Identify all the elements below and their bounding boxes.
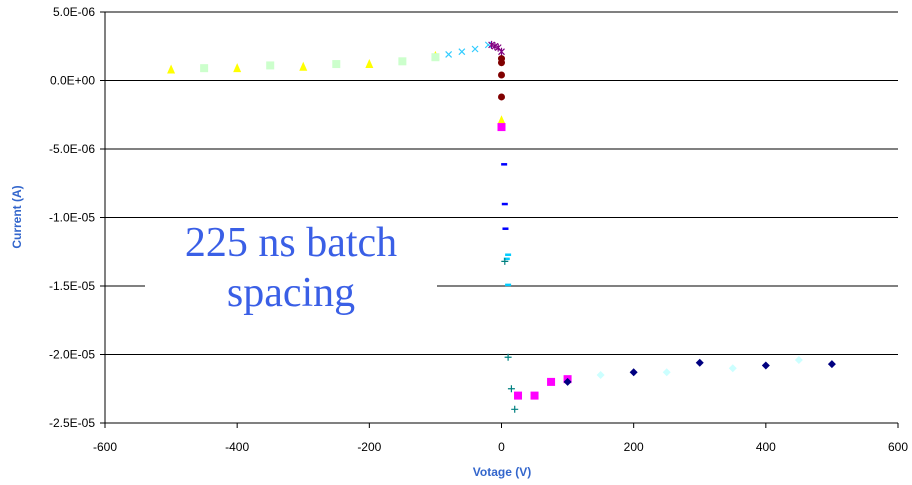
- point-s9-p4: [827, 360, 836, 369]
- point-s4-p1: [498, 59, 505, 67]
- point-s9-p2: [695, 358, 704, 367]
- point-s2-p1: [458, 48, 466, 56]
- point-s1-p1: [266, 61, 275, 70]
- point-s10-p1: [662, 368, 671, 377]
- x-axis-ticks: -600 -400 -200 0 200 400 600: [93, 423, 908, 454]
- y-tick-label-1: 0.0E+00: [50, 74, 95, 88]
- x-tick-label-3: 0: [498, 440, 505, 454]
- x-tick-label-6: 600: [888, 440, 908, 454]
- point-s9-p0: [563, 377, 572, 386]
- point-s8-p0: [501, 257, 509, 265]
- x-axis-title: Votage (V): [473, 465, 531, 479]
- point-s10-p3: [794, 355, 803, 364]
- y-tick-label-3: -1.0E-05: [49, 211, 95, 225]
- point-s9-p3: [761, 361, 770, 370]
- point-s7-p2: [505, 283, 512, 287]
- point-s2-p2: [471, 45, 479, 53]
- point-s3-p3: [498, 47, 505, 56]
- point-s1-p4: [431, 53, 440, 62]
- point-s6-p0: [501, 163, 508, 166]
- point-s8-p1: [504, 353, 512, 361]
- point-s7-p0: [505, 253, 512, 256]
- y-tick-label-4: -1.5E-05: [49, 279, 95, 293]
- annotation-line-2: spacing: [226, 270, 356, 316]
- point-s10-p2: [728, 364, 737, 373]
- point-s2-p0: [445, 51, 453, 58]
- point-s7-p1: [503, 257, 510, 261]
- point-s1-p3: [398, 57, 407, 66]
- point-s8-p2: [507, 385, 515, 393]
- y-tick-label-0: 5.0E-06: [53, 5, 95, 19]
- x-tick-label-1: -400: [225, 440, 249, 454]
- point-s4-p3: [498, 93, 505, 101]
- point-s8-p3: [511, 405, 519, 413]
- chart-annotation: 225 ns batch spacing: [145, 218, 437, 318]
- x-tick-label-0: -600: [93, 440, 117, 454]
- point-s0-p2: [299, 61, 308, 71]
- y-tick-label-5: -2.0E-05: [49, 348, 95, 362]
- point-s0-p3: [365, 59, 374, 69]
- data-points: [167, 40, 836, 413]
- y-tick-label-2: -5.0E-06: [49, 142, 95, 156]
- point-s5-p0: [497, 123, 506, 132]
- x-tick-label-2: -200: [357, 440, 381, 454]
- x-tick-label-5: 400: [756, 440, 776, 454]
- y-axis-title: Current (A): [10, 185, 24, 248]
- point-s0-p0: [167, 64, 176, 74]
- point-s0-p1: [233, 63, 242, 73]
- point-s9-p1: [629, 368, 638, 377]
- x-tick-label-4: 200: [624, 440, 644, 454]
- y-tick-label-6: -2.5E-05: [49, 416, 95, 430]
- point-s0-p5: [497, 115, 506, 125]
- point-s1-p0: [200, 64, 209, 73]
- point-s5-p1: [514, 391, 523, 400]
- point-s5-p2: [530, 391, 539, 400]
- point-s5-p3: [547, 377, 556, 386]
- y-axis-ticks: 5.0E-06 0.0E+00 -5.0E-06 -1.0E-05 -1.5E-05 -2…: [49, 5, 105, 430]
- point-s1-p2: [332, 60, 341, 69]
- point-s4-p2: [498, 71, 505, 79]
- point-s10-p0: [596, 371, 605, 380]
- point-s6-p2: [502, 227, 509, 230]
- point-s6-p1: [501, 202, 508, 206]
- annotation-line-1: 225 ns batch: [184, 220, 398, 266]
- point-s2-p3: [484, 41, 492, 49]
